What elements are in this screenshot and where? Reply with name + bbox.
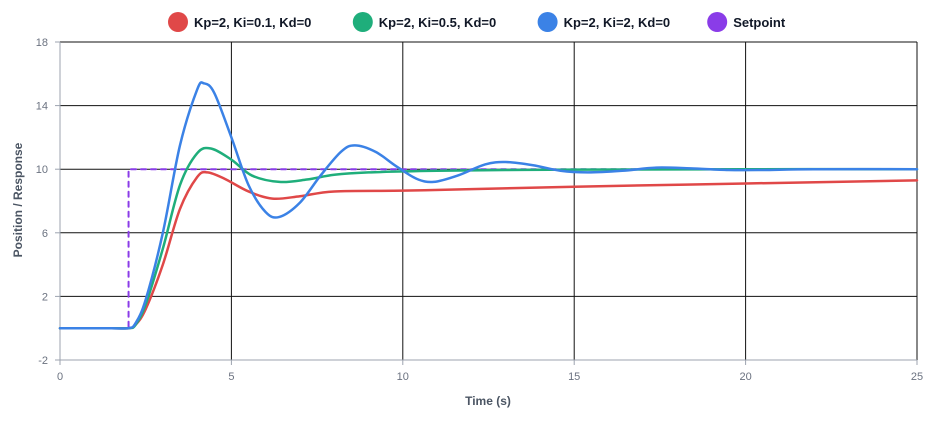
legend-item[interactable]: Kp=2, Ki=0.5, Kd=0 <box>352 12 496 32</box>
y-tick-label: 18 <box>36 37 48 49</box>
legend-item[interactable]: Kp=2, Ki=0.1, Kd=0 <box>168 12 311 32</box>
legend-label: Kp=2, Ki=0.5, Kd=0 <box>379 15 496 30</box>
x-axis-title: Time (s) <box>465 394 511 408</box>
axes: 0 5 10 15 20 25 -2 2 6 10 14 18 <box>36 37 923 383</box>
x-tick-label: 20 <box>739 371 751 383</box>
y-tick-label: 10 <box>36 164 48 176</box>
y-tick-label: 14 <box>36 101 48 113</box>
legend-swatch <box>352 12 373 32</box>
series-line-2 <box>58 81 919 330</box>
legend-label: Kp=2, Ki=0.1, Kd=0 <box>194 15 311 30</box>
legend-label: Setpoint <box>733 15 786 30</box>
legend-swatch <box>707 12 728 32</box>
legend-item[interactable]: Setpoint <box>707 12 786 32</box>
y-tick-label: 6 <box>42 228 48 240</box>
y-tick-label: 2 <box>42 291 48 303</box>
y-tick-label: -2 <box>38 355 48 367</box>
legend-swatch <box>168 12 188 32</box>
legend-swatch <box>537 12 558 32</box>
legend: Kp=2, Ki=0.1, Kd=0 Kp=2, Ki=0.5, Kd=0 Kp=2… <box>168 12 786 32</box>
x-tick-label: 25 <box>911 371 923 383</box>
x-tick-label: 10 <box>397 371 409 383</box>
series-lines <box>58 81 919 330</box>
y-axis-title: Position / Response <box>11 142 25 257</box>
legend-label: Kp=2, Ki=2, Kd=0 <box>564 15 671 30</box>
grid <box>59 41 918 361</box>
series-line-1 <box>58 146 919 330</box>
x-tick-label: 0 <box>57 371 63 383</box>
x-tick-label: 15 <box>568 371 580 383</box>
series-line-0 <box>58 170 919 330</box>
x-tick-label: 5 <box>228 371 234 383</box>
legend-item[interactable]: Kp=2, Ki=2, Kd=0 <box>537 12 671 32</box>
